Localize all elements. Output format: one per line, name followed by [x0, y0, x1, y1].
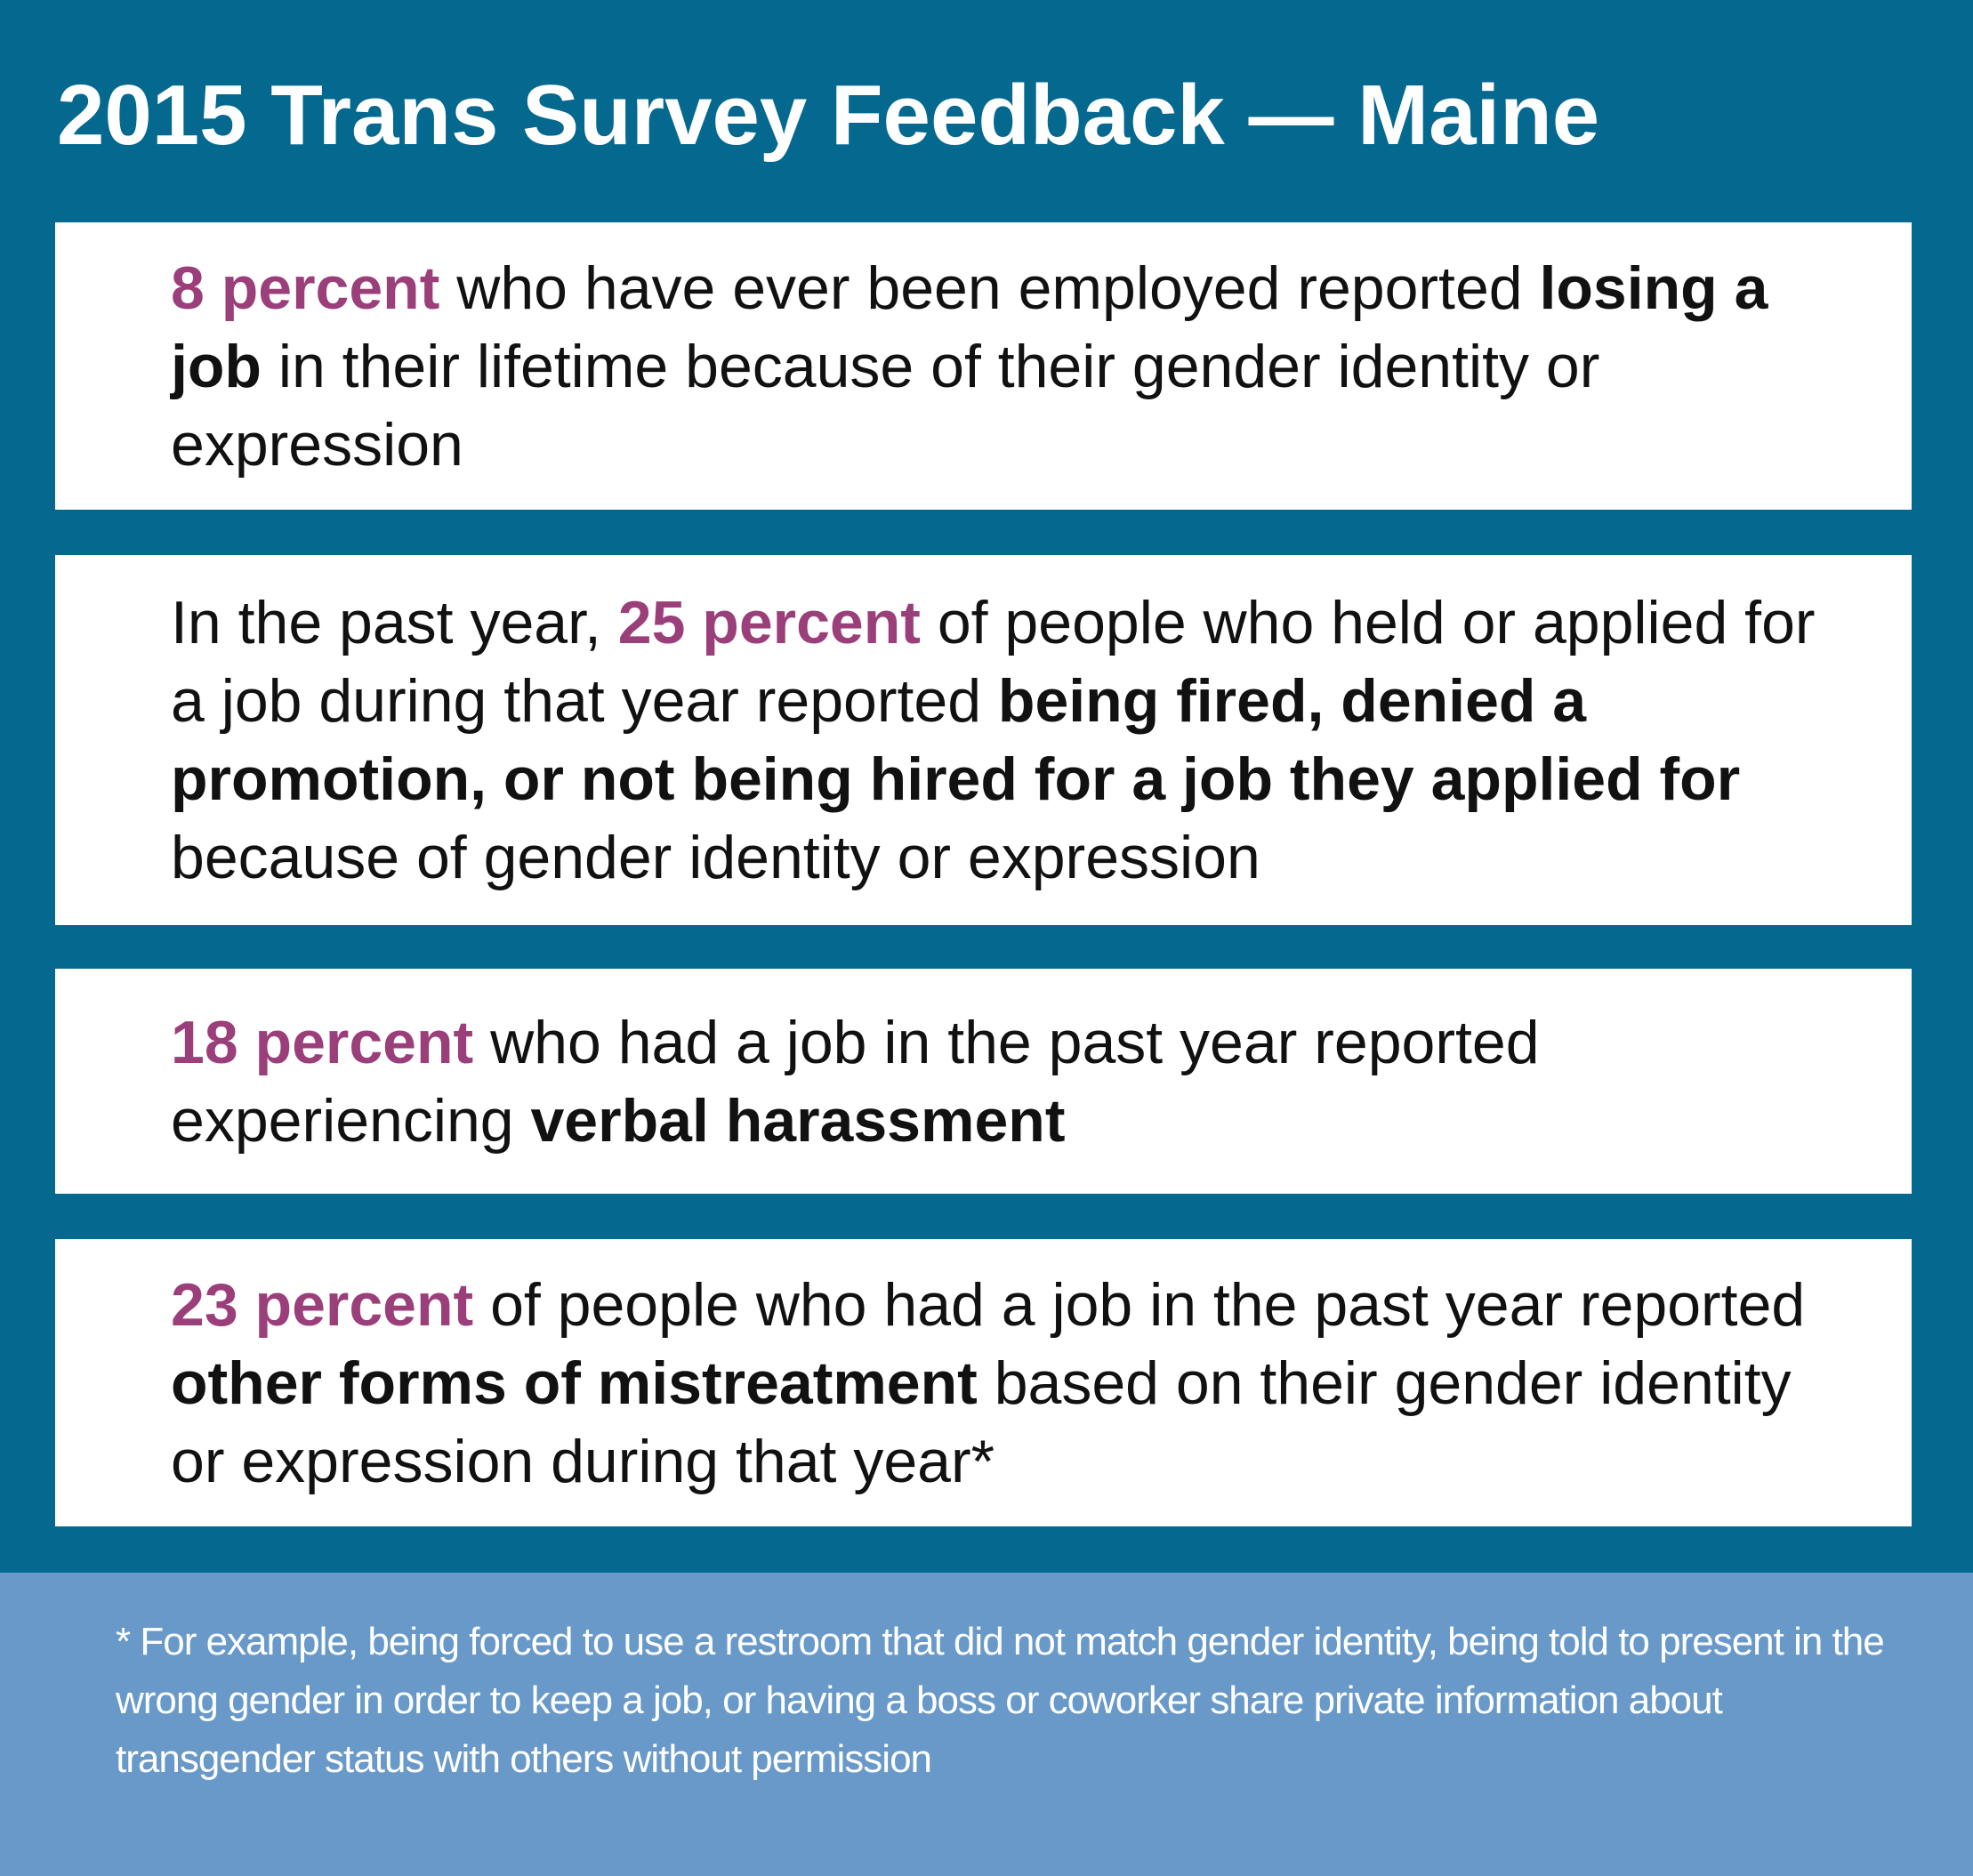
text-run: of people who held or applied for a job … [171, 589, 1832, 735]
text-run: who have ever been employed reported [439, 254, 1540, 322]
footnote-band: * For example, being forced to use a res… [0, 1573, 1973, 1876]
bold-run: losing a job [171, 254, 1785, 400]
stat-text: 18 percent who had a job in the past yea… [171, 1003, 1858, 1160]
stat-card: 23 percent of people who had a job in th… [55, 1239, 1912, 1526]
text-run: who had a job in the past year reported … [171, 1008, 1557, 1155]
highlight-run: 25 percent [617, 589, 921, 656]
stat-card: 18 percent who had a job in the past yea… [55, 969, 1912, 1194]
bold-run: other forms of mistreatment [171, 1349, 978, 1417]
text-run: based on their gender identity or expres… [171, 1349, 1808, 1495]
highlight-run: 8 percent [171, 254, 440, 322]
stat-text: 23 percent of people who had a job in th… [171, 1266, 1858, 1501]
title: 2015 Trans Survey Feedback — Maine [57, 68, 1600, 163]
footnote: * For example, being forced to use a res… [116, 1620, 1885, 1781]
text-run: of people who had a job in the past year… [473, 1270, 1823, 1339]
bold-run: being fired, denied a promotion, or not … [171, 667, 1741, 813]
highlight-run: 23 percent [171, 1270, 474, 1339]
stat-card: 8 percent who have ever been employed re… [55, 222, 1912, 510]
highlight-run: 18 percent [171, 1008, 474, 1076]
text-run: In the past year, [171, 589, 618, 656]
text-run: in their lifetime because of their gende… [171, 332, 1617, 479]
stat-text: 8 percent who have ever been employed re… [171, 249, 1858, 484]
bold-run: verbal harassment [530, 1086, 1066, 1155]
stat-card: In the past year, 25 percent of people w… [55, 555, 1912, 925]
stat-text: In the past year, 25 percent of people w… [171, 584, 1858, 897]
text-run: because of gender identity or expression [171, 745, 1758, 891]
